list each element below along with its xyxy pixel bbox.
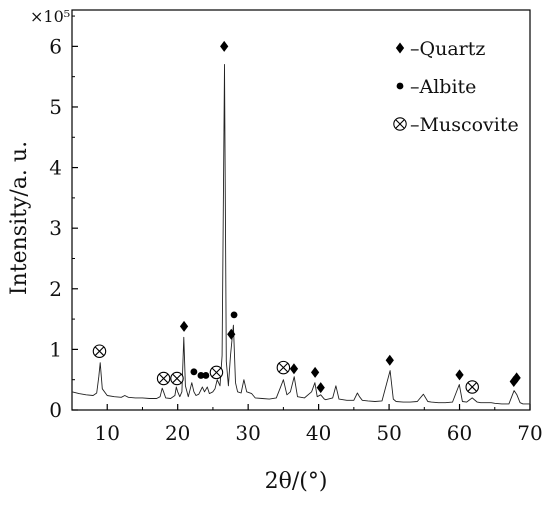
series-line — [71, 64, 530, 405]
x-tick-label: 40 — [306, 421, 331, 445]
y-tick-label: 4 — [49, 156, 62, 180]
x-tick-label: 30 — [235, 421, 260, 445]
x-tick-label: 50 — [376, 421, 401, 445]
quartz-marker — [455, 369, 464, 381]
legend: –Quartz –Albite –Muscovite — [393, 38, 519, 136]
x-tick-label: 10 — [95, 421, 120, 445]
axes — [71, 9, 531, 411]
quartz-marker — [512, 372, 521, 384]
ticks: 10 20 30 40 50 60 70 0 1 2 3 4 5 6 — [49, 15, 543, 445]
muscovite-marker — [170, 371, 184, 386]
quartz-marker — [289, 363, 299, 375]
legend-entry-label: –Albite — [410, 76, 476, 98]
y-tick-label: 2 — [49, 277, 62, 301]
quartz-marker — [316, 382, 325, 394]
quartz-marker — [227, 328, 236, 340]
legend-entry-label: –Quartz — [410, 38, 485, 60]
y-multiplier: ×10⁵ — [30, 7, 70, 26]
y-tick-label: 1 — [49, 337, 62, 361]
albite-marker — [197, 372, 205, 379]
plot-frame — [71, 9, 531, 411]
muscovite-marker — [276, 360, 291, 375]
series — [71, 64, 530, 405]
peak-markers — [92, 40, 521, 394]
x-tick-label: 70 — [517, 421, 542, 445]
muscovite-marker — [92, 344, 107, 358]
y-tick-label: 6 — [49, 34, 62, 58]
y-tick-label: 0 — [49, 398, 62, 422]
albite-marker — [202, 372, 210, 379]
quartz-marker — [385, 354, 394, 366]
muscovite-marker — [465, 380, 479, 394]
x-tick-label: 20 — [165, 421, 190, 445]
quartz-marker — [179, 320, 189, 332]
muscovite-marker — [156, 371, 171, 386]
x-axis-label: 2θ/(°) — [265, 469, 328, 494]
quartz-marker — [220, 40, 229, 52]
x-tick-label: 60 — [447, 421, 472, 445]
legend-symbol-circle-x — [393, 117, 407, 131]
legend-symbol-dot — [396, 82, 404, 90]
quartz-marker — [310, 366, 320, 378]
y-tick-label: 5 — [49, 95, 62, 119]
y-tick-label: 3 — [49, 216, 62, 240]
albite-marker — [190, 368, 198, 376]
albite-marker — [230, 311, 238, 319]
muscovite-marker — [209, 365, 224, 380]
y-axis-label: Intensity/a. u. — [7, 141, 32, 295]
legend-symbol-diamond — [395, 42, 405, 54]
legend-entry-label: –Muscovite — [410, 114, 519, 136]
